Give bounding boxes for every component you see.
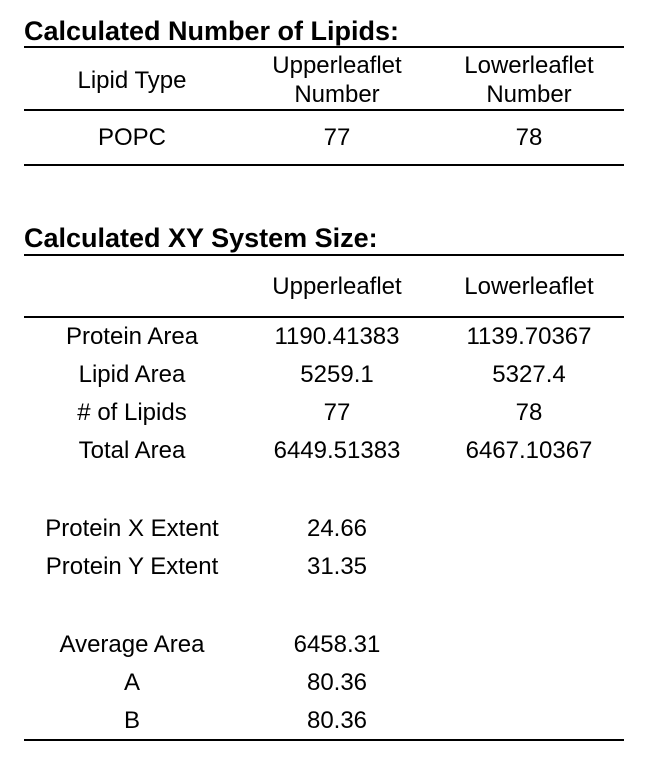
lipid-count-header-rule	[24, 109, 624, 111]
average-label: A	[123, 669, 140, 696]
average-value: 6458.31	[293, 631, 381, 658]
lowerleaflet-header-line1: Lowerleaflet	[464, 52, 594, 79]
lipid-type-header: Lipid Type	[77, 67, 187, 94]
system-size-top-rule	[24, 254, 624, 256]
extent-label: Protein X Extent	[45, 515, 219, 542]
row-lower-value: 6467.10367	[465, 437, 593, 464]
system-size-bottom-rule	[24, 739, 624, 741]
upperleaflet-header-line2: Number	[294, 81, 380, 108]
row-upper-value: 5259.1	[300, 361, 374, 388]
row-lower-value: 5327.4	[492, 361, 566, 388]
row-label: Total Area	[78, 437, 186, 464]
lipid-count-bottom-rule	[24, 164, 624, 166]
row-label: Protein Area	[65, 323, 199, 350]
row-label: # of Lipids	[77, 399, 187, 426]
lipid-count-top-rule	[24, 46, 624, 48]
lowerleaflet-number-header: Lowerleaflet Number	[434, 51, 624, 109]
lowerleaflet-number-value: 78	[515, 124, 543, 151]
extent-label: Protein Y Extent	[45, 553, 219, 580]
average-label: Average Area	[59, 631, 205, 658]
row-upper-value: 1190.41383	[274, 323, 400, 350]
lowerleaflet-header-line2: Number	[486, 81, 572, 108]
extent-value: 31.35	[306, 553, 368, 580]
extent-value: 24.66	[306, 515, 368, 542]
row-lower-value: 78	[515, 399, 543, 426]
upperleaflet-header-line1: Upperleaflet	[272, 52, 402, 79]
row-lower-value: 1139.70367	[466, 323, 592, 350]
system-size-header-rule	[24, 316, 624, 318]
upperleaflet-number-header: Upperleaflet Number	[240, 51, 434, 109]
row-upper-value: 77	[323, 399, 351, 426]
average-label: B	[123, 707, 140, 734]
row-upper-value: 6449.51383	[273, 437, 401, 464]
row-label: Lipid Area	[78, 361, 186, 388]
average-value: 80.36	[306, 707, 368, 734]
upperleaflet-header: Upperleaflet	[272, 273, 402, 300]
average-value: 80.36	[306, 669, 368, 696]
system-size-title: Calculated XY System Size:	[24, 223, 378, 253]
upperleaflet-number-value: 77	[323, 124, 351, 151]
lipid-count-title: Calculated Number of Lipids:	[24, 16, 400, 46]
lipid-type-value: POPC	[97, 124, 166, 151]
lowerleaflet-header: Lowerleaflet	[464, 273, 594, 300]
